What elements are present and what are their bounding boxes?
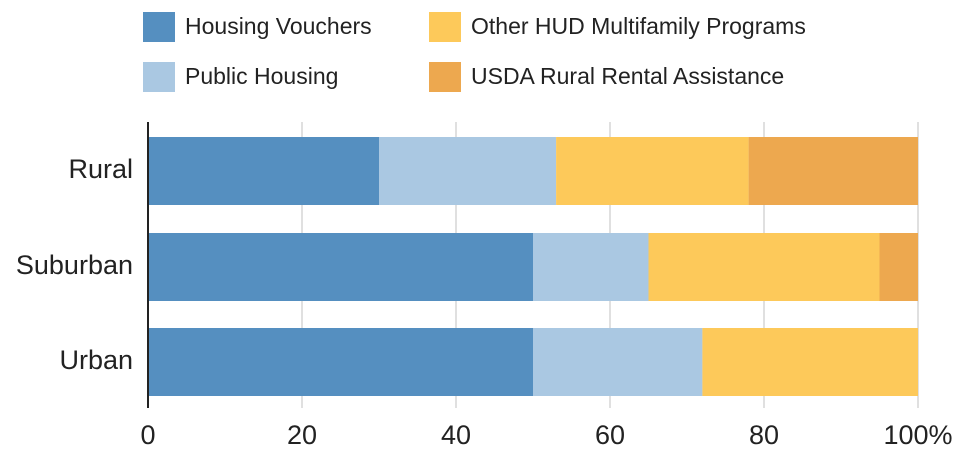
bar-segment: [702, 328, 918, 396]
legend-swatch: [429, 62, 461, 92]
x-tick-label: 40: [441, 420, 471, 450]
y-tick-label: Suburban: [16, 250, 133, 280]
y-tick-label: Urban: [59, 345, 133, 375]
legend-swatch: [143, 62, 175, 92]
x-tick-label: 20: [287, 420, 317, 450]
bar-segment: [748, 137, 918, 205]
bar-segment: [879, 233, 918, 301]
legend-label: Public Housing: [185, 63, 338, 89]
bar-segment: [648, 233, 880, 301]
bar-segment: [148, 233, 533, 301]
legend-swatch: [143, 12, 175, 42]
legend-label: USDA Rural Rental Assistance: [471, 63, 784, 89]
legend-label: Other HUD Multifamily Programs: [471, 13, 806, 39]
bar-segment: [148, 328, 533, 396]
bar-segment: [148, 137, 379, 205]
x-tick-label: 100%: [883, 420, 952, 450]
x-tick-label: 0: [140, 420, 155, 450]
x-tick-label: 80: [749, 420, 779, 450]
legend-label: Housing Vouchers: [185, 13, 372, 39]
bar-segment: [556, 137, 749, 205]
bar-segment: [533, 233, 649, 301]
bar-segment: [533, 328, 703, 396]
legend-swatch: [429, 12, 461, 42]
y-tick-label: Rural: [68, 154, 133, 184]
x-tick-label: 60: [595, 420, 625, 450]
bar-segment: [379, 137, 557, 205]
